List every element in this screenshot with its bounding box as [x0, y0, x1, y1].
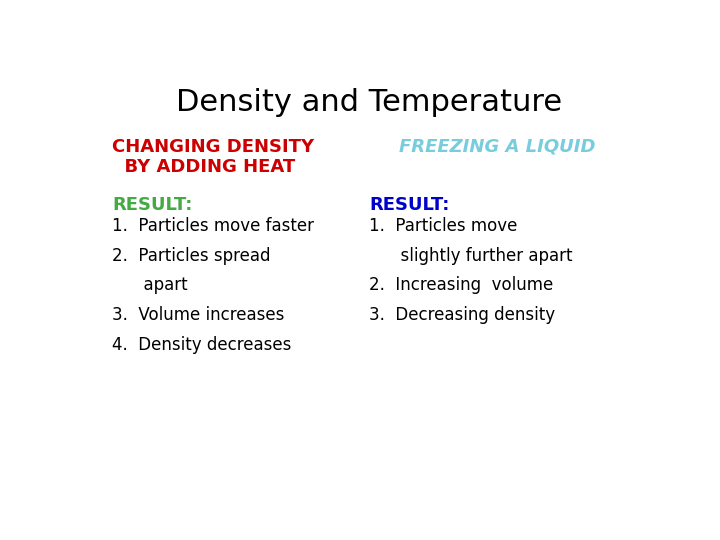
- Text: FREEZING A LIQUID: FREEZING A LIQUID: [399, 138, 595, 156]
- Text: 4.  Density decreases: 4. Density decreases: [112, 336, 292, 354]
- Text: RESULT:: RESULT:: [112, 196, 193, 214]
- Text: 2.  Increasing  volume: 2. Increasing volume: [369, 276, 553, 294]
- Text: apart: apart: [112, 276, 188, 294]
- Text: Density and Temperature: Density and Temperature: [176, 87, 562, 117]
- Text: 3.  Decreasing density: 3. Decreasing density: [369, 306, 555, 325]
- Text: 2.  Particles spread: 2. Particles spread: [112, 246, 271, 265]
- Text: BY ADDING HEAT: BY ADDING HEAT: [112, 158, 296, 177]
- Text: 3.  Volume increases: 3. Volume increases: [112, 306, 284, 325]
- Text: RESULT:: RESULT:: [369, 196, 449, 214]
- Text: CHANGING DENSITY: CHANGING DENSITY: [112, 138, 315, 156]
- Text: 1.  Particles move faster: 1. Particles move faster: [112, 217, 315, 234]
- Text: 1.  Particles move: 1. Particles move: [369, 217, 518, 234]
- Text: slightly further apart: slightly further apart: [369, 246, 572, 265]
